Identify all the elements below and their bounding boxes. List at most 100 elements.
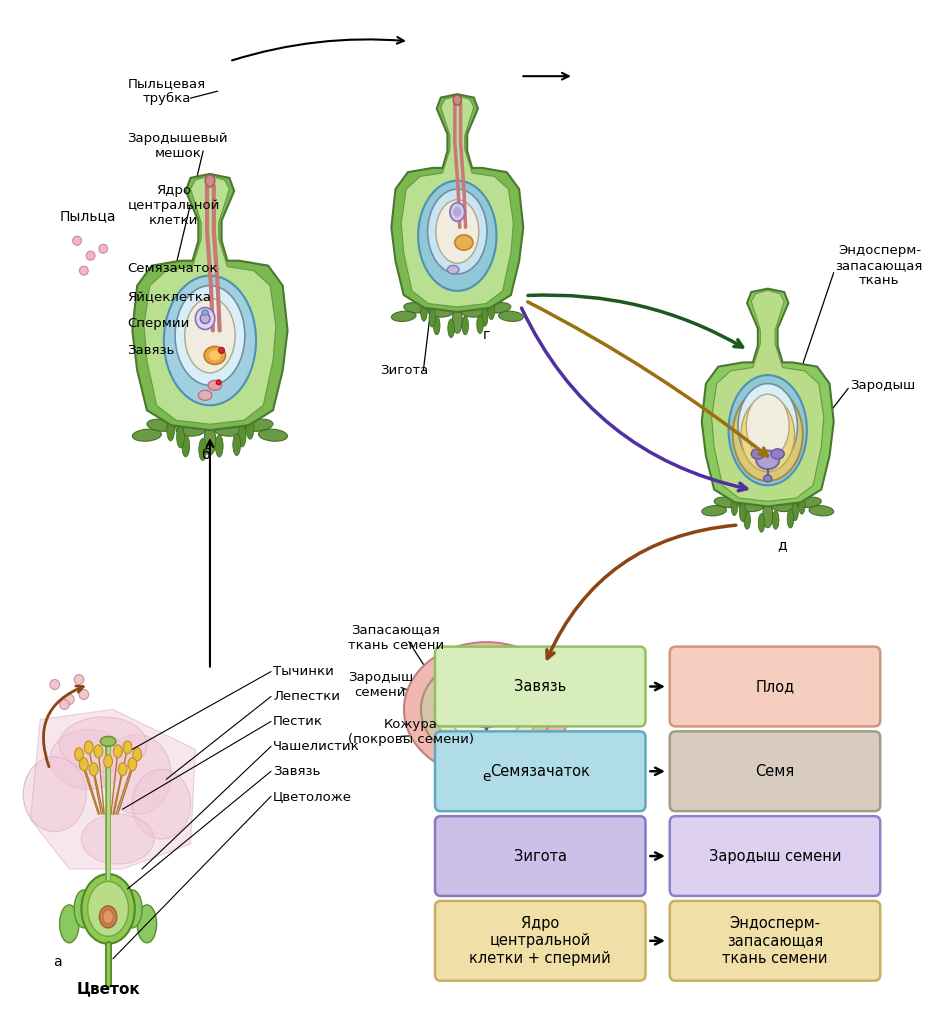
Ellipse shape bbox=[447, 319, 454, 338]
FancyBboxPatch shape bbox=[435, 647, 646, 726]
Ellipse shape bbox=[759, 478, 765, 496]
Ellipse shape bbox=[238, 425, 246, 447]
Ellipse shape bbox=[238, 410, 246, 432]
Ellipse shape bbox=[166, 419, 175, 441]
Ellipse shape bbox=[759, 513, 765, 532]
Ellipse shape bbox=[181, 400, 190, 422]
Ellipse shape bbox=[791, 502, 798, 520]
Ellipse shape bbox=[731, 497, 738, 516]
Text: Зародышевый
мешок: Зародышевый мешок bbox=[128, 132, 228, 160]
Text: Пыльца: Пыльца bbox=[59, 209, 117, 223]
Ellipse shape bbox=[205, 174, 215, 187]
Ellipse shape bbox=[477, 287, 483, 306]
Ellipse shape bbox=[118, 763, 127, 776]
Text: Зародыш: Зародыш bbox=[850, 379, 916, 391]
Ellipse shape bbox=[436, 200, 478, 264]
Ellipse shape bbox=[196, 307, 215, 330]
Ellipse shape bbox=[773, 481, 779, 499]
Ellipse shape bbox=[59, 700, 70, 710]
Text: Запасающая
ткань семени: Запасающая ткань семени bbox=[348, 624, 444, 652]
Text: а: а bbox=[54, 955, 62, 968]
Ellipse shape bbox=[89, 763, 98, 776]
Ellipse shape bbox=[219, 348, 225, 354]
Ellipse shape bbox=[474, 297, 498, 309]
Ellipse shape bbox=[87, 881, 129, 936]
Text: Тычинки: Тычинки bbox=[273, 665, 334, 678]
Ellipse shape bbox=[486, 302, 510, 313]
Ellipse shape bbox=[471, 702, 502, 727]
Ellipse shape bbox=[744, 481, 750, 499]
Ellipse shape bbox=[82, 814, 154, 864]
Ellipse shape bbox=[215, 424, 243, 436]
Ellipse shape bbox=[102, 910, 114, 924]
Ellipse shape bbox=[258, 429, 288, 441]
Ellipse shape bbox=[714, 497, 739, 507]
Ellipse shape bbox=[429, 294, 435, 312]
Ellipse shape bbox=[488, 301, 494, 319]
Ellipse shape bbox=[772, 501, 796, 512]
Ellipse shape bbox=[447, 266, 459, 274]
FancyBboxPatch shape bbox=[435, 816, 646, 896]
Ellipse shape bbox=[467, 704, 482, 716]
Text: б: б bbox=[201, 448, 210, 462]
Text: Кожура
(покровы семени): Кожура (покровы семени) bbox=[348, 718, 474, 746]
Ellipse shape bbox=[702, 506, 727, 516]
Text: Яйцеклетка: Яйцеклетка bbox=[128, 291, 212, 304]
Ellipse shape bbox=[787, 509, 793, 528]
Text: Завязь: Завязь bbox=[273, 765, 321, 778]
Ellipse shape bbox=[453, 95, 462, 105]
Ellipse shape bbox=[756, 450, 779, 469]
Ellipse shape bbox=[452, 308, 462, 334]
Ellipse shape bbox=[50, 729, 128, 789]
Ellipse shape bbox=[82, 874, 134, 944]
Text: Пыльцевая
трубка: Пыльцевая трубка bbox=[128, 77, 206, 105]
Ellipse shape bbox=[809, 506, 834, 516]
FancyBboxPatch shape bbox=[670, 647, 880, 726]
Text: Эндосперм-
запасающая
ткань: Эндосперм- запасающая ткань bbox=[836, 244, 923, 287]
Ellipse shape bbox=[481, 307, 488, 327]
Ellipse shape bbox=[133, 748, 142, 760]
Text: г: г bbox=[483, 329, 490, 343]
Ellipse shape bbox=[416, 297, 441, 309]
Ellipse shape bbox=[462, 286, 468, 304]
Ellipse shape bbox=[434, 668, 539, 750]
Ellipse shape bbox=[740, 488, 746, 507]
Ellipse shape bbox=[74, 748, 84, 760]
Ellipse shape bbox=[86, 251, 95, 261]
Ellipse shape bbox=[762, 502, 773, 527]
Ellipse shape bbox=[177, 409, 184, 431]
Ellipse shape bbox=[198, 395, 207, 418]
Ellipse shape bbox=[738, 383, 797, 468]
Ellipse shape bbox=[103, 734, 171, 814]
Ellipse shape bbox=[65, 695, 74, 705]
Ellipse shape bbox=[418, 180, 496, 291]
Ellipse shape bbox=[204, 425, 216, 455]
Ellipse shape bbox=[215, 400, 223, 421]
Ellipse shape bbox=[50, 679, 59, 690]
FancyBboxPatch shape bbox=[670, 731, 880, 811]
Ellipse shape bbox=[198, 390, 212, 401]
FancyBboxPatch shape bbox=[670, 816, 880, 896]
FancyBboxPatch shape bbox=[670, 900, 880, 981]
Ellipse shape bbox=[796, 497, 822, 507]
Ellipse shape bbox=[162, 413, 190, 427]
Ellipse shape bbox=[74, 890, 94, 928]
Ellipse shape bbox=[480, 735, 493, 744]
Polygon shape bbox=[30, 710, 196, 869]
Text: Семязачаток: Семязачаток bbox=[491, 764, 590, 779]
Ellipse shape bbox=[791, 489, 798, 508]
Polygon shape bbox=[401, 96, 513, 307]
Ellipse shape bbox=[24, 756, 86, 831]
Ellipse shape bbox=[773, 511, 779, 529]
Text: Пестик: Пестик bbox=[273, 715, 323, 728]
Ellipse shape bbox=[391, 311, 416, 321]
Text: Цветоложе: Цветоложе bbox=[273, 790, 352, 803]
Ellipse shape bbox=[429, 307, 453, 317]
Text: Спермии: Спермии bbox=[128, 317, 190, 330]
Ellipse shape bbox=[429, 308, 435, 328]
Ellipse shape bbox=[787, 482, 793, 500]
Polygon shape bbox=[133, 174, 288, 430]
Ellipse shape bbox=[204, 347, 226, 364]
Ellipse shape bbox=[421, 657, 552, 763]
Polygon shape bbox=[144, 175, 276, 424]
